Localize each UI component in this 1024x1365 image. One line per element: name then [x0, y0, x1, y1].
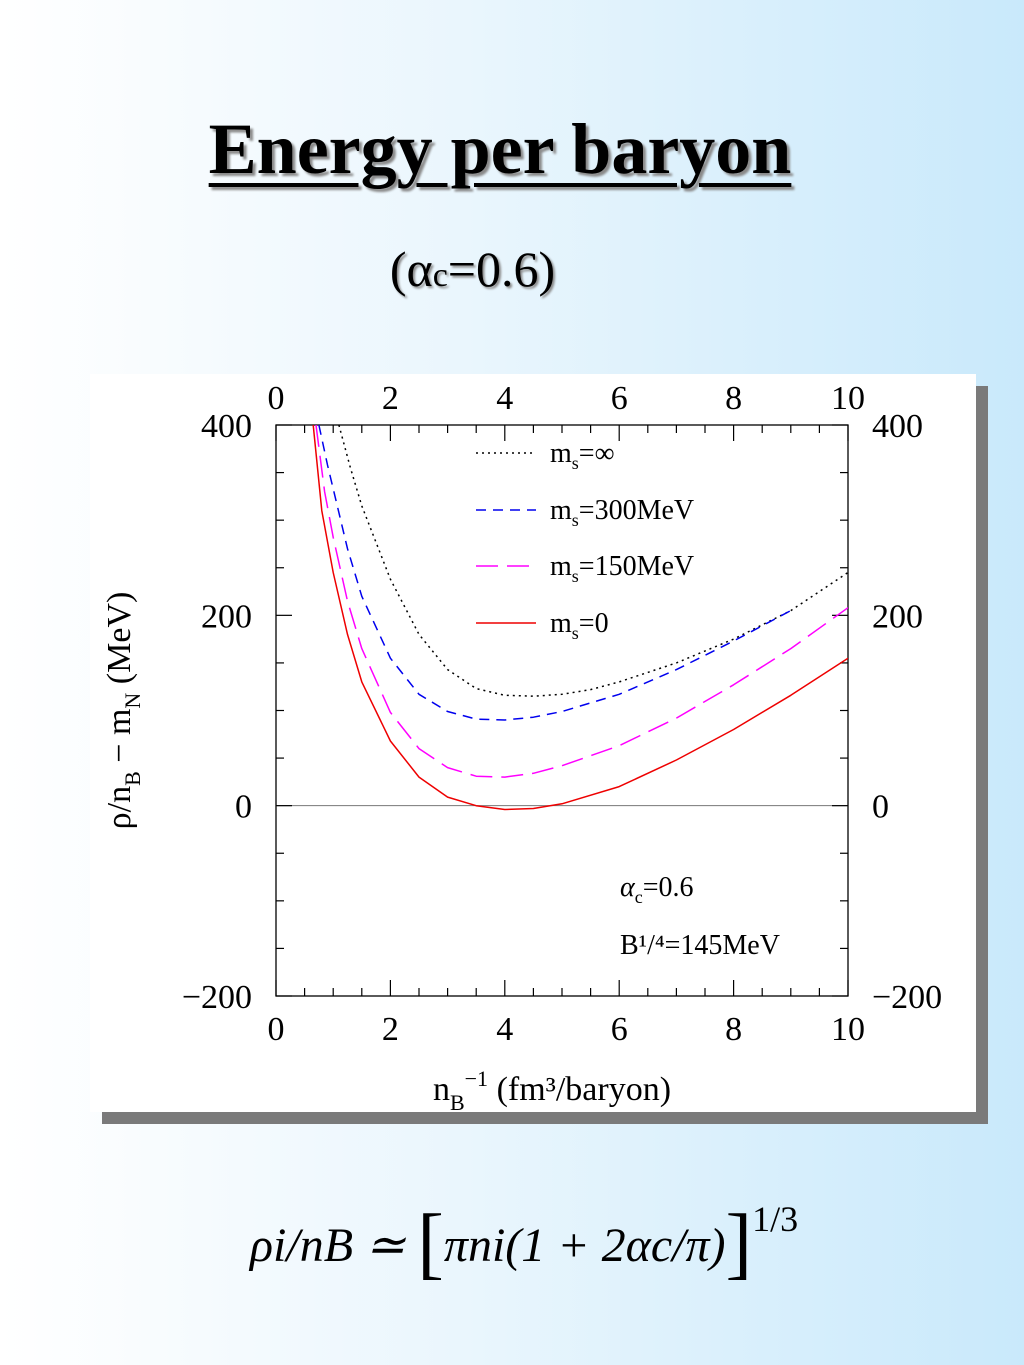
- subtitle-rest: =0.6): [447, 241, 556, 297]
- formula-exponent: 1/3: [752, 1199, 799, 1239]
- legend-label: ms=150MeV: [550, 551, 694, 586]
- x-tick-label-bottom: 8: [725, 1011, 742, 1048]
- subtitle-open: (α: [389, 241, 433, 297]
- formula-lhs: ρi/nB ≃: [250, 1219, 406, 1272]
- y-tick-label-right: 0: [872, 789, 889, 826]
- formula-body: ρi/nB ≃ [πni(1 + 2αc/π)]1/3: [250, 1198, 798, 1289]
- series-line-ms-150: [315, 425, 848, 778]
- x-tick-label-bottom: 4: [496, 1011, 513, 1048]
- x-tick-label-top: 0: [268, 380, 285, 417]
- x-tick-label-bottom: 2: [382, 1011, 399, 1048]
- x-tick-label-top: 8: [725, 380, 742, 417]
- slide-subtitle: (αc=0.6): [0, 240, 945, 298]
- x-axis-label: nB−1 (fm³/baryon): [433, 1066, 671, 1112]
- x-tick-label-top: 6: [611, 380, 628, 417]
- y-tick-label-left: 400: [201, 408, 252, 445]
- formula: ρi/nB ≃ [πni(1 + 2αc/π)]1/3: [240, 1170, 880, 1290]
- series-line-ms-300: [318, 425, 792, 721]
- chart-panel: 0 0 2 2 4 4 6 6 8 8 10 10 −200 −200 0 0 200 200 400 400 nB−1…: [90, 374, 976, 1112]
- legend-label: ms=0: [550, 608, 609, 643]
- x-tick-label-top: 10: [831, 380, 865, 417]
- x-tick-label-top: 2: [382, 380, 399, 417]
- series-line-ms-0: [312, 425, 848, 811]
- y-axis-label: ρ/nB − mN (MeV): [101, 592, 145, 830]
- y-tick-label-right: −200: [872, 979, 942, 1016]
- x-tick-label-bottom: 6: [611, 1011, 628, 1048]
- annotation-bag: B¹/⁴=145MeV: [620, 930, 780, 961]
- x-tick-label-top: 4: [496, 380, 513, 417]
- y-tick-label-right: 400: [872, 408, 923, 445]
- annotation-alpha: αc=0.6: [620, 872, 694, 907]
- formula-right-bracket: ]: [725, 1199, 753, 1287]
- y-tick-label-right: 200: [872, 598, 923, 635]
- slide-title: Energy per baryon: [208, 109, 792, 189]
- y-tick-label-left: 200: [201, 598, 252, 635]
- legend-label: ms=300MeV: [550, 495, 694, 530]
- y-tick-label-left: −200: [182, 979, 252, 1016]
- x-tick-label-bottom: 10: [831, 1011, 865, 1048]
- formula-inner: πni(1 + 2αc/π): [443, 1219, 726, 1272]
- formula-left-bracket: [: [417, 1199, 444, 1287]
- y-tick-label-left: 0: [235, 789, 252, 826]
- x-tick-label-bottom: 0: [268, 1011, 285, 1048]
- legend-label: ms=∞: [550, 438, 615, 473]
- subtitle-sub: c: [432, 257, 448, 294]
- series-line-ms-inf: [338, 425, 848, 697]
